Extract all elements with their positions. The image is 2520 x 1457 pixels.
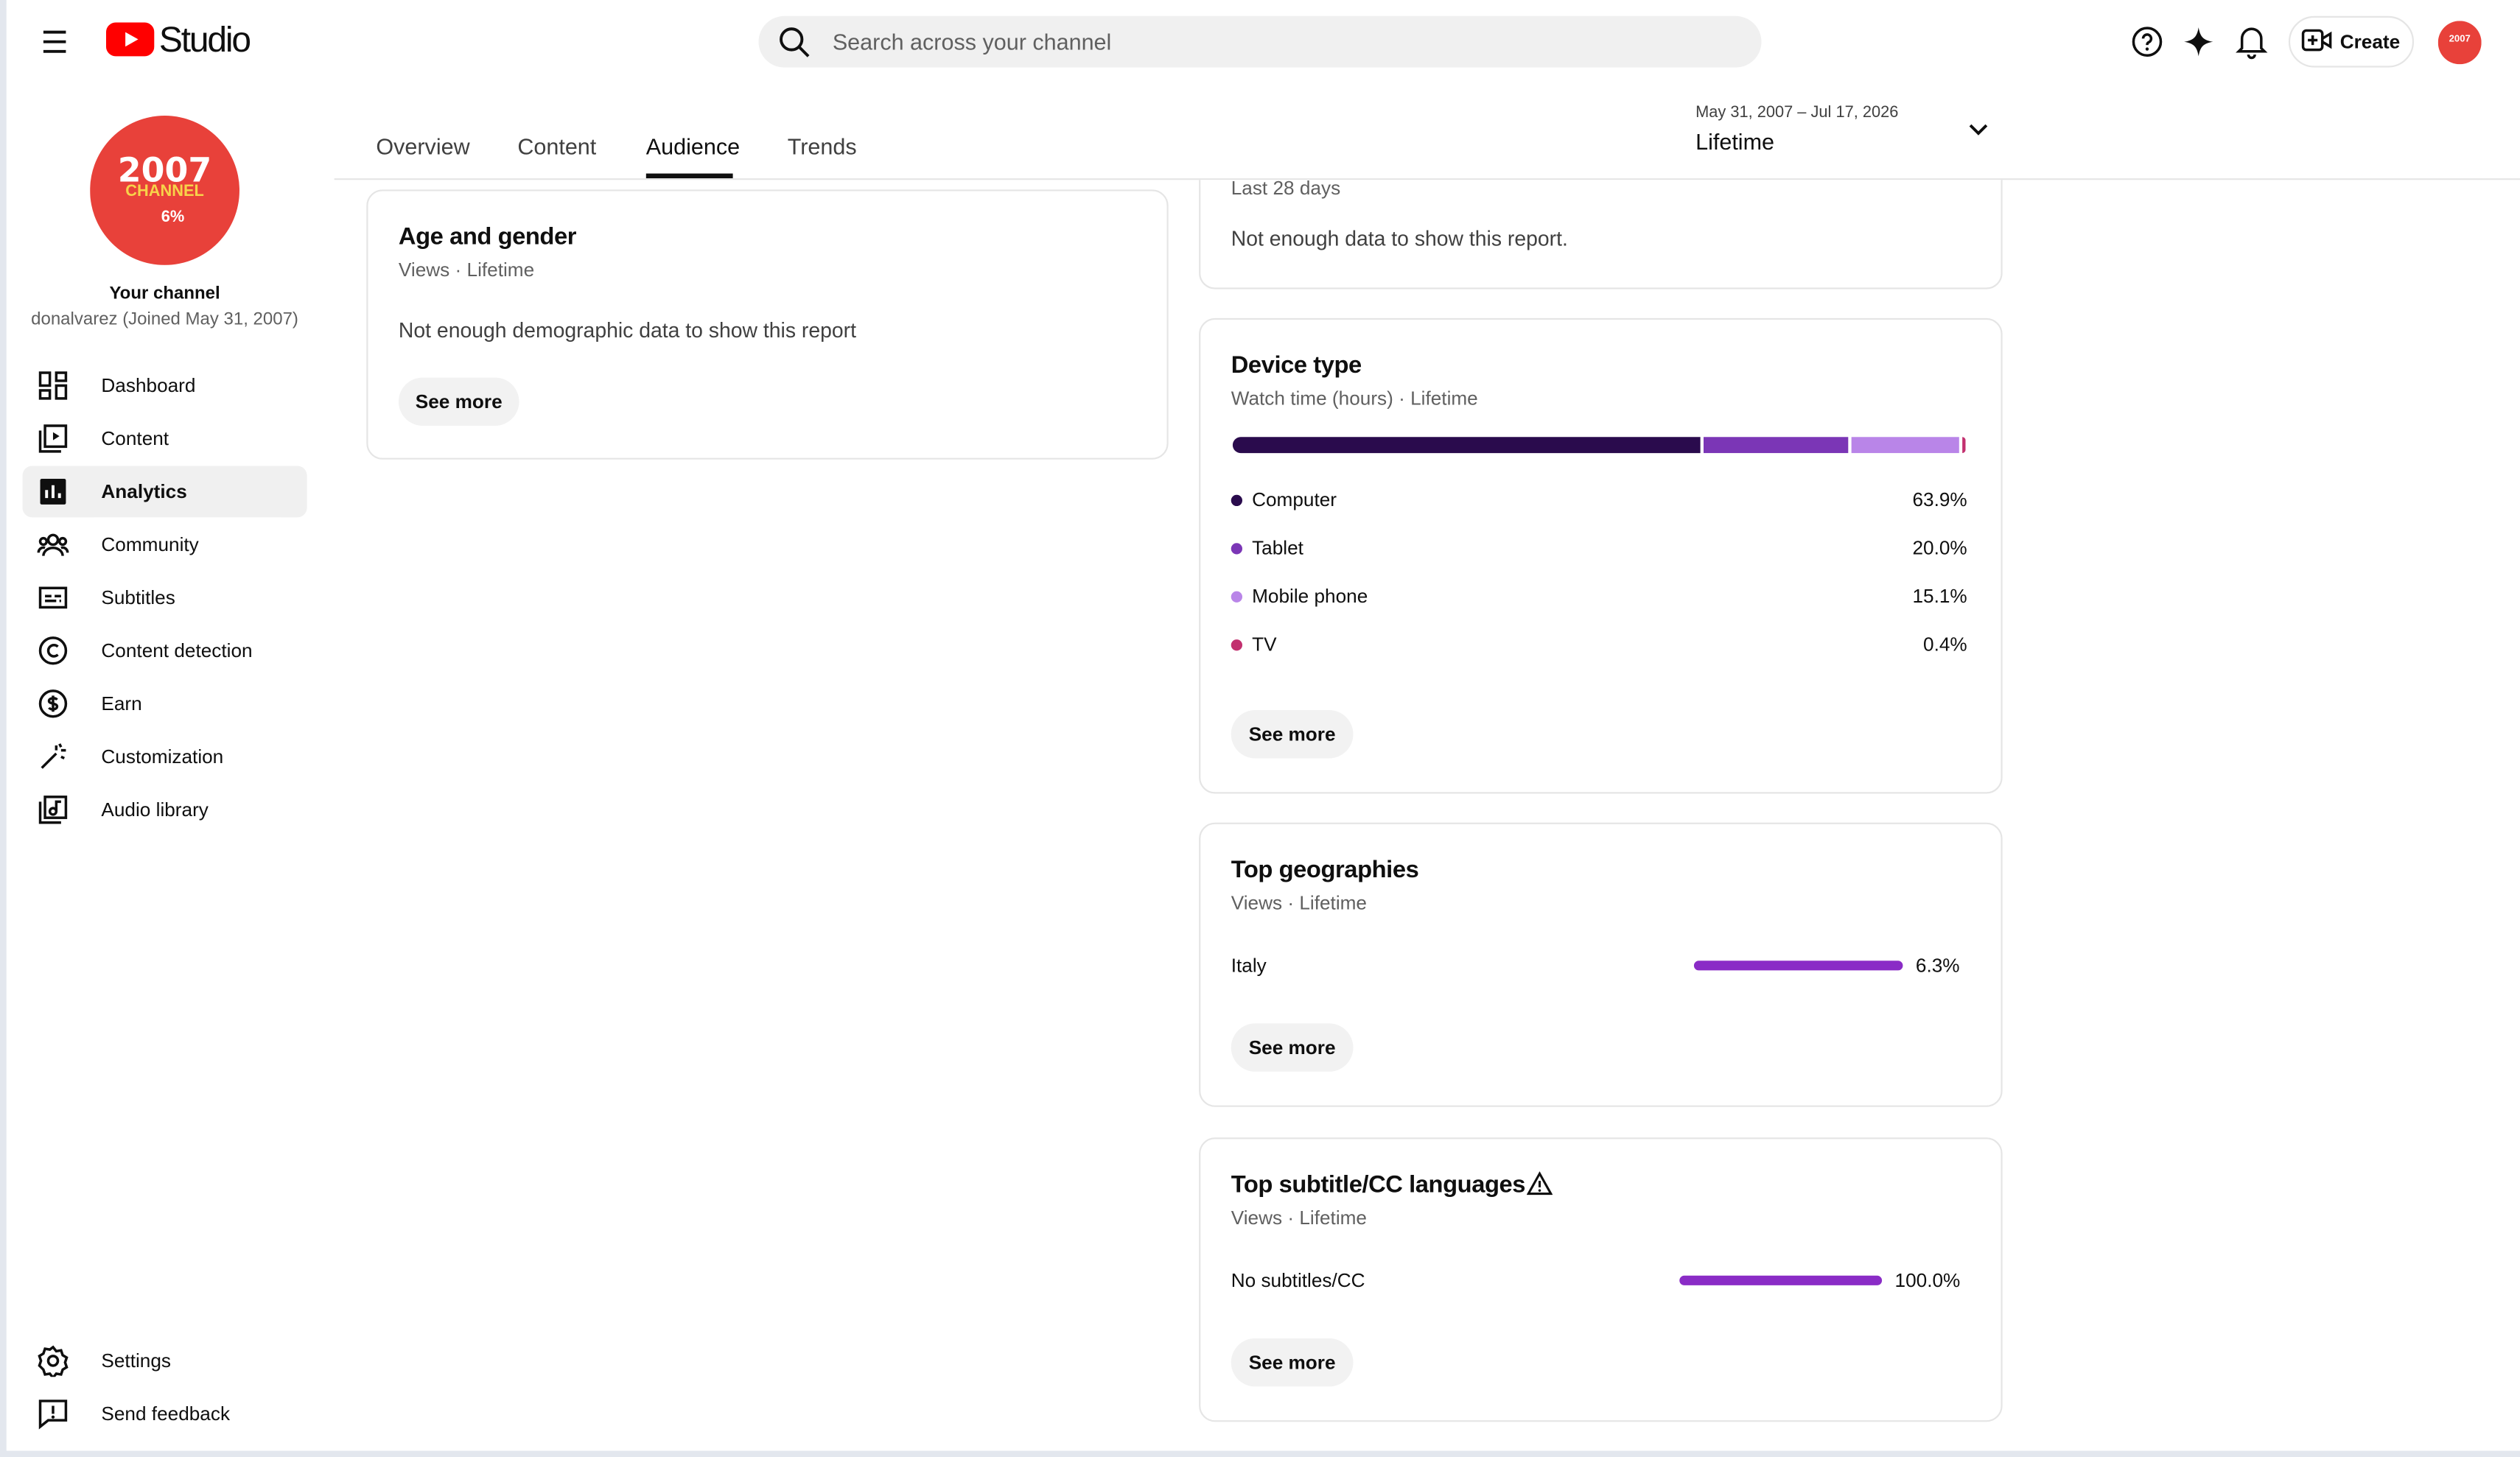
nav-item[interactable]: Community [101, 533, 199, 556]
card-subtitle: Views · Lifetime [398, 259, 535, 281]
see-more-button[interactable]: See more [1231, 710, 1354, 759]
device-name: Tablet [1252, 536, 1303, 560]
nav-icon [38, 1400, 68, 1430]
nav-item[interactable]: Settings [101, 1349, 171, 1372]
nav-icon [38, 424, 68, 453]
nav-item[interactable]: Analytics [101, 480, 187, 503]
device-bar-segment [1962, 437, 1966, 454]
notifications-icon[interactable] [2236, 24, 2268, 60]
row-name: Italy [1231, 954, 1267, 977]
avatar-line: CHANNEL [125, 183, 204, 201]
nav-icon [38, 371, 68, 400]
nav-item[interactable]: Customization [101, 745, 224, 768]
legend-dot [1231, 591, 1243, 603]
nav-icon [38, 1345, 69, 1377]
nav-item[interactable]: Content detection [101, 639, 253, 662]
device-name: TV [1252, 633, 1277, 656]
nav-item[interactable]: Send feedback [101, 1402, 231, 1425]
device-value: 15.1% [1912, 584, 1967, 608]
search-placeholder: Search across your channel [832, 29, 1112, 55]
nav-item[interactable]: Audio library [101, 798, 209, 821]
avatar-line: 2007 [117, 151, 212, 190]
card-message: Not enough data to show this report. [1231, 226, 1568, 251]
create-icon [2301, 29, 2332, 52]
row-value: 6.3% [1915, 954, 1960, 977]
card-message: Not enough demographic data to show this… [398, 317, 856, 343]
search-box[interactable] [758, 15, 1762, 68]
tab[interactable]: Trends [787, 133, 857, 159]
nav-active-bg [22, 466, 307, 518]
date-label[interactable]: Lifetime [1695, 128, 1775, 155]
row-value: 100.0% [1894, 1269, 1961, 1292]
see-more-button[interactable]: See more [1231, 1338, 1354, 1387]
youtube-logo[interactable] [105, 22, 155, 58]
row-bar [1693, 961, 1903, 971]
device-value: 63.9% [1912, 488, 1967, 511]
menu-icon[interactable] [38, 26, 71, 58]
device-name: Computer [1252, 488, 1337, 511]
sparkle-icon[interactable] [2183, 26, 2215, 58]
nav-item[interactable]: Subtitles [101, 586, 175, 609]
date-range: May 31, 2007 – Jul 17, 2026 [1695, 104, 1899, 122]
see-more-button[interactable]: See more [398, 377, 519, 426]
warning-icon[interactable] [1527, 1171, 1553, 1197]
nav-icon [40, 478, 66, 505]
date-dropdown-icon[interactable] [1967, 122, 1990, 138]
device-value: 20.0% [1912, 536, 1967, 560]
channel-title: Your channel [109, 284, 220, 304]
card [1199, 180, 2003, 289]
card-title: Top geographies [1231, 856, 1419, 884]
search-icon [780, 27, 810, 57]
nav-icon [38, 636, 68, 665]
avatar-line: 6% [161, 208, 185, 227]
card-title: Device type [1231, 351, 1362, 379]
see-more-button[interactable]: See more [1231, 1023, 1354, 1072]
nav-item[interactable]: Earn [101, 692, 142, 715]
nav-icon [37, 533, 69, 556]
device-bar-segment [1851, 437, 1960, 454]
tab-underline [645, 173, 733, 179]
nav-icon [38, 689, 68, 718]
device-value: 0.4% [1923, 633, 1967, 656]
channel-handle: donalvarez (Joined May 31, 2007) [31, 309, 298, 330]
nav-item[interactable]: Content [101, 427, 169, 450]
legend-dot [1231, 494, 1243, 507]
device-name: Mobile phone [1252, 584, 1368, 608]
nav-icon [41, 743, 66, 769]
logo-text: Studio [158, 19, 251, 60]
svg-text:2007: 2007 [2449, 33, 2471, 44]
row-bar [1679, 1275, 1883, 1285]
row-name: No subtitles/CC [1231, 1269, 1365, 1292]
tab-divider [334, 178, 2520, 180]
channel-avatar[interactable] [90, 116, 239, 265]
nav-icon [38, 586, 68, 609]
tab[interactable]: Audience [645, 133, 741, 159]
nav-icon [38, 796, 68, 824]
account-avatar[interactable]: 2007 [2437, 21, 2482, 65]
help-icon[interactable] [2131, 26, 2163, 58]
tab[interactable]: Overview [376, 133, 470, 159]
card-subtitle: Last 28 days [1231, 180, 1341, 200]
legend-dot [1231, 639, 1243, 651]
content-area: Age and gender Views · Lifetime Not enough… [0, 180, 2520, 1457]
card-subtitle: Views · Lifetime [1231, 1207, 1368, 1229]
frame [0, 0, 7, 1457]
frame [0, 1450, 2520, 1457]
card-title: Top subtitle/CC languages [1231, 1171, 1526, 1199]
legend-dot [1231, 543, 1243, 555]
device-bar-segment [1704, 437, 1849, 454]
card-subtitle: Watch time (hours) · Lifetime [1231, 387, 1478, 410]
create-label: Create [2339, 30, 2401, 53]
card-title: Age and gender [398, 223, 577, 251]
create-button[interactable] [2288, 15, 2415, 68]
card-subtitle: Views · Lifetime [1231, 891, 1368, 915]
tab[interactable]: Content [517, 133, 597, 159]
nav-item[interactable]: Dashboard [101, 374, 196, 397]
device-bar-segment [1232, 437, 1701, 454]
